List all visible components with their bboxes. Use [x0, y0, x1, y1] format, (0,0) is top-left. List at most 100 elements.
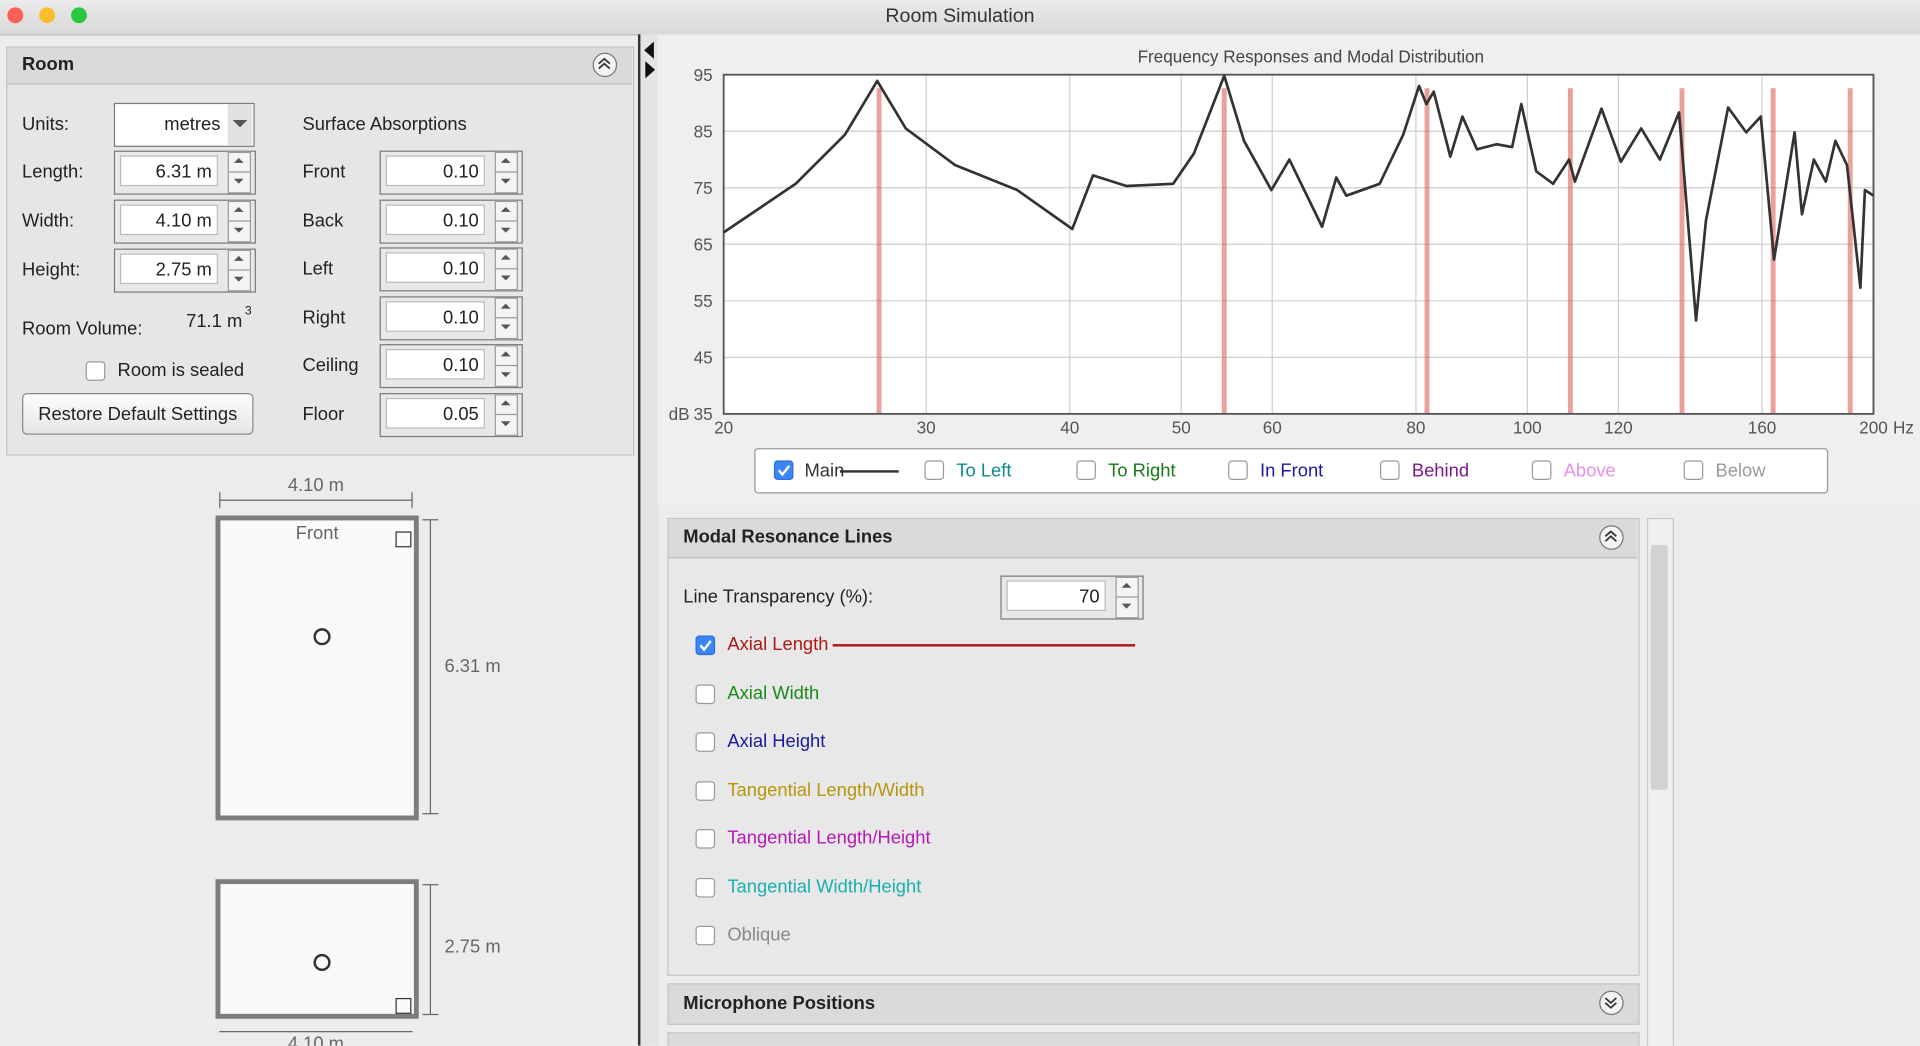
- absorption-input[interactable]: 0.10: [385, 252, 485, 283]
- modal-label: Tangential Length/Height: [727, 827, 931, 849]
- splitter-arrow[interactable]: [645, 61, 656, 79]
- dim-tick: [422, 519, 439, 521]
- y-tick-label: 85: [694, 121, 713, 141]
- dimension-label: Height:: [22, 259, 81, 281]
- legend-checkbox[interactable]: [924, 460, 945, 481]
- spinner-divider: [227, 269, 250, 271]
- legend-checkbox[interactable]: [1228, 460, 1248, 481]
- panel-title: Modal Resonance Lines: [683, 526, 893, 548]
- x-tick-label: 100: [1513, 417, 1542, 437]
- room-panel: [6, 46, 635, 456]
- spinner-arrow: [233, 178, 244, 184]
- modal-checkbox[interactable]: [695, 877, 716, 897]
- legend-label: To Left: [956, 460, 1012, 482]
- volume-exponent: 3: [244, 304, 252, 319]
- sealed-checkbox[interactable]: [85, 361, 106, 381]
- legend-checkbox[interactable]: [1531, 460, 1552, 481]
- room-panel-header: [7, 47, 632, 85]
- spinner-arrow: [233, 227, 244, 233]
- dim-text: 6.31 m: [444, 656, 501, 678]
- modal-checkbox[interactable]: [695, 780, 716, 801]
- transparency-label: Line Transparency (%):: [683, 586, 874, 608]
- absorption-input[interactable]: 0.10: [385, 300, 485, 332]
- modal-swatch: [832, 644, 1136, 647]
- spinner[interactable]: [494, 200, 518, 242]
- spinner-arrow: [500, 227, 511, 233]
- dim-line: [429, 884, 432, 1014]
- speaker-icon: [395, 531, 412, 548]
- legend-label: Above: [1563, 460, 1616, 482]
- mic-icon: [313, 953, 331, 972]
- chart-title: Frequency Responses and Modal Distributi…: [1138, 46, 1485, 66]
- minimize-button[interactable]: [39, 7, 56, 24]
- dimension-input[interactable]: 6.31 m: [120, 155, 218, 187]
- legend-label: Main: [804, 460, 845, 482]
- dimension-input[interactable]: 4.10 m: [120, 204, 218, 236]
- window-title: Room Simulation: [885, 6, 1035, 27]
- spinner-arrow: [500, 178, 511, 184]
- collapse-button[interactable]: [1599, 525, 1624, 550]
- room-elevation: [215, 879, 419, 1019]
- restore-button[interactable]: Restore Default Settings: [22, 393, 254, 435]
- splitter-arrow[interactable]: [644, 41, 654, 59]
- dim-line: [219, 499, 413, 501]
- splitter[interactable]: [637, 34, 659, 1046]
- spinner-arrow: [500, 303, 511, 308]
- legend-checkbox[interactable]: [773, 460, 794, 481]
- scrollbar-thumb[interactable]: [1650, 544, 1668, 790]
- transparency-input[interactable]: 70: [1006, 580, 1106, 612]
- x-axis-label: Hz: [1893, 417, 1914, 437]
- absorption-input[interactable]: 0.10: [385, 203, 485, 235]
- collapsed-panel: [667, 983, 1640, 1025]
- zoom-button[interactable]: [71, 7, 87, 24]
- y-tick-label: 95: [694, 65, 713, 85]
- modal-checkbox[interactable]: [695, 732, 716, 752]
- dimension-input[interactable]: 2.75 m: [120, 253, 218, 285]
- dim-text: 4.10 m: [287, 1033, 344, 1046]
- spinner[interactable]: [227, 151, 252, 194]
- spinner[interactable]: [494, 151, 518, 194]
- modal-checkbox[interactable]: [695, 828, 716, 849]
- legend-checkbox[interactable]: [1076, 460, 1096, 481]
- absorption-input[interactable]: 0.10: [385, 348, 485, 380]
- dim-line: [219, 1031, 413, 1033]
- speaker-icon: [395, 997, 412, 1014]
- absorption-input[interactable]: 0.05: [385, 397, 485, 428]
- modal-line: [1424, 88, 1430, 414]
- modal-checkbox[interactable]: [695, 925, 716, 946]
- collapsed-panel: [667, 1032, 1640, 1046]
- absorption-input[interactable]: 0.10: [385, 155, 485, 187]
- dim-text: 4.10 m: [287, 475, 344, 496]
- dim-line: [429, 519, 432, 815]
- modal-label: Axial Length: [727, 634, 829, 656]
- spinner[interactable]: [1115, 576, 1139, 619]
- legend-checkbox[interactable]: [1683, 460, 1704, 481]
- modal-label: Tangential Length/Width: [727, 779, 925, 801]
- spinner-arrow: [500, 420, 511, 426]
- spinner-divider: [494, 413, 517, 415]
- y-tick-label: 45: [694, 347, 713, 367]
- modal-checkbox[interactable]: [695, 683, 716, 704]
- spinner-arrow: [500, 351, 511, 357]
- close-button[interactable]: [7, 7, 24, 24]
- modal-checkbox[interactable]: [695, 635, 716, 656]
- spinner-divider: [494, 316, 517, 318]
- panel-title: Room: [22, 53, 75, 75]
- spinner[interactable]: [494, 296, 518, 339]
- absorption-label: Right: [302, 306, 346, 328]
- spinner-divider: [227, 220, 250, 222]
- legend-checkbox[interactable]: [1380, 460, 1400, 481]
- legend-label: In Front: [1260, 460, 1324, 482]
- absorption-label: Left: [302, 258, 334, 280]
- spinner-arrow: [500, 399, 511, 405]
- modal-line: [1221, 88, 1227, 414]
- spinner[interactable]: [494, 393, 518, 436]
- collapse-button[interactable]: [592, 52, 618, 78]
- units-label: Units:: [22, 113, 69, 135]
- spinner-arrow: [500, 323, 511, 329]
- modal-line: [1679, 88, 1685, 414]
- collapse-button[interactable]: [1599, 990, 1624, 1016]
- y-tick-label: 55: [694, 291, 713, 311]
- spinner-divider: [227, 171, 250, 173]
- modal-label: Axial Width: [727, 682, 820, 704]
